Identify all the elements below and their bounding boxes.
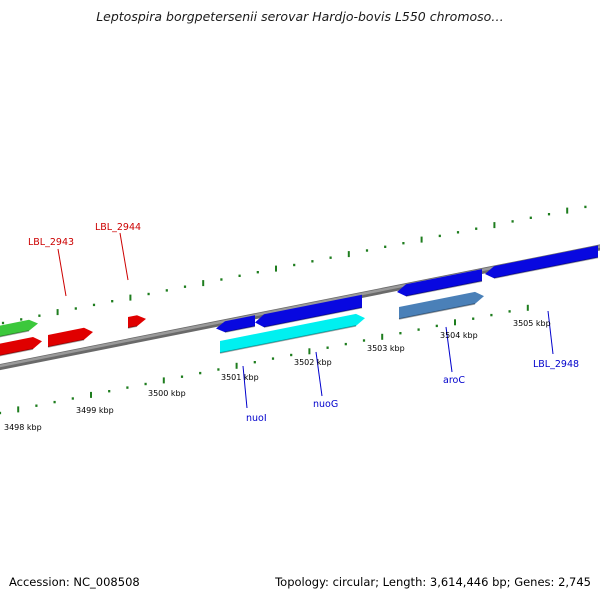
gene-arrow-steel bbox=[398, 291, 484, 320]
gene-arrow-blue bbox=[397, 269, 483, 297]
gene-features bbox=[0, 245, 599, 357]
gene-label-nuoi: nuoI bbox=[246, 413, 267, 424]
scale-label-3501: 3501 kbp bbox=[221, 373, 259, 382]
scale-labels: 3498 kbp 3499 kbp 3500 kbp 3501 kbp 3502 kbp… bbox=[4, 319, 551, 432]
label-leader-line bbox=[57, 248, 67, 297]
scale-label-3500: 3500 kbp bbox=[148, 389, 186, 398]
genome-summary: Topology: circular; Length: 3,614,446 bp… bbox=[275, 575, 591, 589]
gene-labels: LBL_2943 LBL_2944 nuoI nuoG aroC LBL_2948 bbox=[28, 222, 579, 424]
scale-label-3498: 3498 kbp bbox=[4, 423, 42, 432]
gene-label-lbl-2944: LBL_2944 bbox=[95, 222, 141, 233]
lower-tick-track bbox=[0, 304, 529, 415]
gene-arrow-blue bbox=[485, 245, 599, 279]
scale-label-3503: 3503 kbp bbox=[367, 344, 405, 353]
accession-label: Accession: NC_008508 bbox=[9, 575, 140, 589]
gene-label-nuog: nuoG bbox=[313, 399, 338, 410]
scale-label-3499: 3499 kbp bbox=[76, 406, 114, 415]
label-leader-line bbox=[315, 351, 323, 397]
gene-arrow-red bbox=[127, 315, 146, 329]
label-leader-line bbox=[119, 232, 129, 281]
gene-arrow-green bbox=[0, 319, 38, 338]
label-lines bbox=[57, 232, 554, 409]
gene-label-aroc: aroC bbox=[443, 375, 465, 386]
gene-label-lbl-2943: LBL_2943 bbox=[28, 237, 74, 248]
scale-label-3502: 3502 kbp bbox=[294, 358, 332, 367]
label-leader-line bbox=[242, 365, 248, 409]
gene-arrow-cyan bbox=[219, 313, 365, 354]
label-leader-line bbox=[445, 326, 453, 373]
gene-arrow-blue bbox=[216, 315, 256, 333]
scale-label-3504: 3504 kbp bbox=[440, 331, 478, 340]
gene-arrow-red bbox=[47, 327, 93, 348]
upper-tick-track bbox=[1, 205, 587, 325]
gene-arrow-blue bbox=[255, 294, 363, 328]
scale-label-3505: 3505 kbp bbox=[513, 319, 551, 328]
map-title: Leptospira borgpetersenii serovar Hardjo… bbox=[96, 9, 504, 24]
label-leader-line bbox=[547, 310, 554, 355]
gene-label-lbl-2948: LBL_2948 bbox=[533, 359, 579, 370]
gene-arrow-red bbox=[0, 337, 42, 357]
